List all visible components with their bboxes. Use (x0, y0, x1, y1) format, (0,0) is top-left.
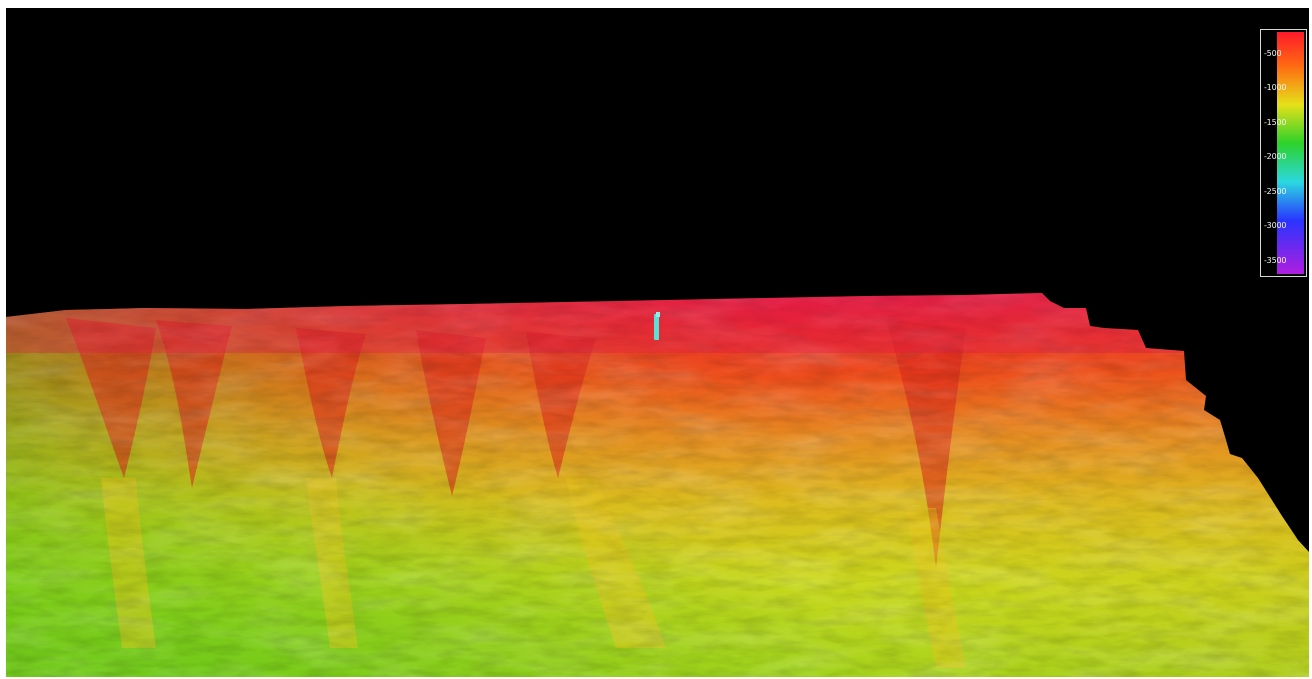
colorbar-label: -3500 (1264, 256, 1287, 265)
bathymetry-surface[interactable] (6, 8, 1309, 677)
colorbar-gradient (1277, 32, 1304, 274)
depth-colorbar: -500 -1000 -1500 -2000 -2500 -3000 -3500 (1260, 29, 1307, 277)
colorbar-label: -1500 (1264, 118, 1287, 127)
colorbar-label: -3000 (1264, 221, 1287, 230)
survey-marker-icon[interactable] (654, 312, 660, 340)
colorbar-label: -500 (1264, 49, 1282, 58)
colorbar-label: -2500 (1264, 187, 1287, 196)
colorbar-label: -2000 (1264, 152, 1287, 161)
colorbar-label: -1000 (1264, 83, 1287, 92)
3d-terrain-viewport[interactable]: -500 -1000 -1500 -2000 -2500 -3000 -3500 (6, 8, 1309, 677)
